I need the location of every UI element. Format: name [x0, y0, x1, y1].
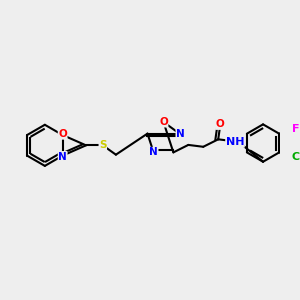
- Text: Cl: Cl: [292, 152, 300, 162]
- Text: N: N: [176, 129, 185, 139]
- Text: N: N: [149, 147, 158, 158]
- Text: F: F: [292, 124, 300, 134]
- Text: O: O: [216, 119, 224, 129]
- Text: O: O: [58, 129, 67, 139]
- Text: N: N: [58, 152, 67, 161]
- Text: S: S: [99, 140, 106, 150]
- Text: O: O: [159, 117, 168, 127]
- Text: NH: NH: [226, 137, 244, 147]
